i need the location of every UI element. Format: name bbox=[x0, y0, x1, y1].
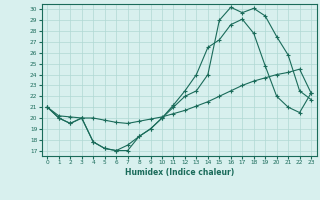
X-axis label: Humidex (Indice chaleur): Humidex (Indice chaleur) bbox=[124, 168, 234, 177]
